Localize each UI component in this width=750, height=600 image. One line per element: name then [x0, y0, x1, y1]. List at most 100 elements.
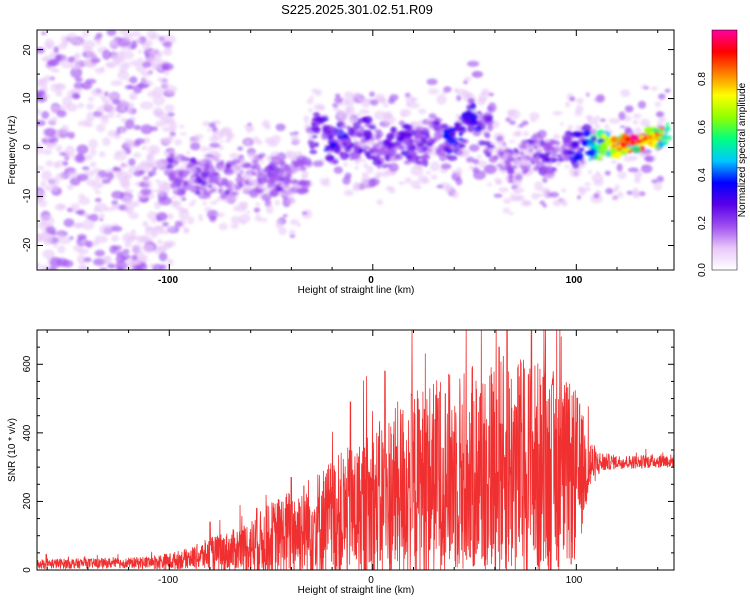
heatmap-cell: [270, 159, 278, 166]
heatmap-cell: [40, 264, 50, 270]
heatmap-cell: [253, 207, 261, 213]
heatmap-cell: [434, 117, 440, 121]
heatmap-cell: [325, 177, 330, 182]
heatmap-cell: [74, 77, 83, 82]
heatmap-cell: [640, 164, 653, 174]
heatmap-cell: [329, 135, 334, 140]
heatmap-cell: [190, 167, 197, 174]
heatmap-cell: [280, 175, 291, 185]
heatmap-cell: [529, 156, 540, 164]
heatmap-cell: [385, 185, 394, 191]
heatmap-cell: [507, 174, 514, 180]
heatmap-cell: [605, 187, 614, 195]
heatmap-cell: [248, 185, 253, 191]
heatmap-cell: [483, 164, 497, 175]
heatmap-cell: [601, 133, 607, 138]
heatmap-cell: [493, 193, 503, 198]
heatmap-cell: [104, 255, 112, 260]
heatmap-cell: [88, 138, 98, 150]
heatmap-cell: [509, 120, 516, 125]
heatmap-cell: [458, 132, 463, 136]
heatmap-cell: [142, 61, 152, 68]
heatmap-cell: [537, 193, 544, 197]
heatmap-cell: [472, 167, 480, 174]
heatmap-cell: [206, 146, 212, 151]
heatmap-cell: [501, 162, 507, 168]
heatmap-cell: [658, 93, 666, 100]
heatmap-cell: [125, 141, 135, 149]
snr-xlabel: Height of straight line (km): [298, 585, 415, 596]
snr-xtick-neg100: -100: [158, 575, 178, 586]
heatmap-cell: [208, 122, 216, 129]
heatmap-cell: [251, 159, 259, 165]
heatmap-cell: [507, 179, 514, 184]
heatmap-cell: [633, 145, 639, 148]
heatmap-cell: [134, 138, 145, 145]
heatmap-cell: [67, 131, 75, 139]
heatmap-cell: [102, 49, 111, 60]
heatmap-cell: [246, 210, 251, 214]
heatmap-cell: [521, 156, 528, 162]
heatmap-cell: [85, 240, 93, 248]
heatmap-cell: [453, 87, 459, 93]
heatmap-cell: [42, 249, 55, 259]
heatmap-cell: [582, 124, 592, 132]
heatmap-cell: [530, 119, 536, 123]
heatmap-cell: [167, 135, 174, 141]
heatmap-cell: [612, 150, 622, 159]
heatmap-cell: [124, 189, 134, 194]
heatmap-cell: [244, 139, 251, 147]
heatmap-cell: [125, 207, 131, 214]
heatmap-cell: [558, 158, 564, 163]
heatmap-cell: [564, 101, 571, 108]
heatmap-axis-ticks: [37, 30, 674, 271]
heatmap-cell: [553, 133, 560, 140]
heatmap-cell: [287, 185, 292, 189]
heatmap-cell: [343, 162, 348, 167]
heatmap-cell: [665, 125, 670, 130]
heatmap-cell: [430, 161, 440, 172]
heatmap-cell: [650, 86, 658, 91]
heatmap-cell: [157, 77, 163, 82]
heatmap-cell: [107, 93, 119, 100]
heatmap-cell: [488, 155, 498, 163]
heatmap-cell: [387, 148, 397, 156]
heatmap-cell: [184, 228, 190, 233]
heatmap-cell: [179, 124, 185, 129]
heatmap-cell: [508, 139, 515, 144]
heatmap-cell: [659, 127, 665, 131]
heatmap-cell: [417, 108, 427, 115]
heatmap-cell: [150, 126, 158, 132]
heatmap-ytick-20: 20: [22, 44, 33, 56]
heatmap-cell: [361, 149, 367, 153]
heatmap-cell: [163, 84, 178, 94]
heatmap-cell: [221, 126, 233, 135]
heatmap-cell: [523, 131, 529, 137]
heatmap-cell: [55, 54, 62, 61]
heatmap-cell: [575, 125, 582, 131]
heatmap-cell: [418, 158, 423, 162]
heatmap-cell: [478, 160, 488, 168]
heatmap-cell: [476, 96, 486, 106]
heatmap-cell: [507, 168, 515, 176]
heatmap-cell: [403, 139, 414, 147]
heatmap-cell: [616, 163, 623, 172]
heatmap-cell: [471, 71, 484, 78]
heatmap-cell: [443, 146, 450, 152]
heatmap-cell: [620, 89, 631, 97]
heatmap-cell: [72, 222, 84, 229]
heatmap-cell: [297, 223, 301, 227]
heatmap-cell: [132, 265, 142, 270]
heatmap-cell: [356, 112, 362, 117]
heatmap-cell: [40, 215, 55, 227]
colorbar-tick-0: 0.0: [697, 263, 708, 277]
heatmap-cell: [120, 149, 126, 154]
heatmap-cell: [549, 191, 559, 198]
heatmap-cell: [99, 267, 108, 270]
heatmap-cell: [145, 227, 157, 236]
heatmap-cell: [63, 218, 75, 228]
heatmap-cell: [454, 121, 460, 128]
heatmap-cell: [234, 186, 241, 190]
heatmap-cell: [133, 152, 142, 159]
heatmap-cell: [440, 163, 452, 170]
